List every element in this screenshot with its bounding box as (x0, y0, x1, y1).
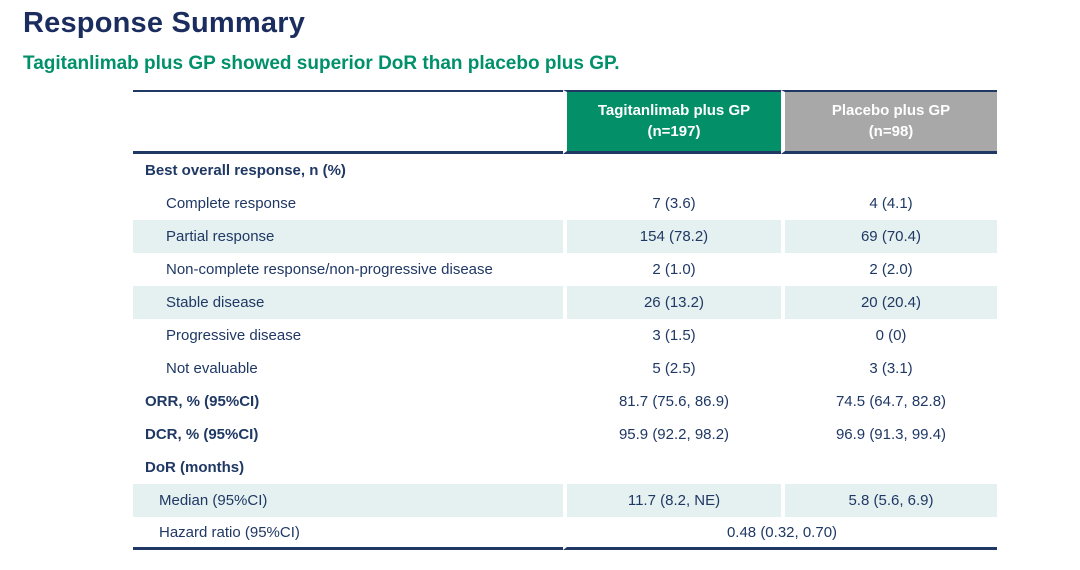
table-row-complete-response: Complete response 7 (3.6) 4 (4.1) (133, 187, 997, 221)
column-header-placebo-label: Placebo plus GP (831, 102, 951, 120)
table-row-partial-response: Partial response 154 (78.2) 69 (70.4) (133, 220, 997, 254)
table-row-hazard-ratio: Hazard ratio (95%CI) 0.48 (0.32, 0.70) (133, 517, 997, 551)
blank-header-cell (133, 90, 563, 155)
row-label: DCR, % (95%CI) (133, 418, 563, 452)
tagitanlimab-value: 26 (13.2) (563, 286, 781, 320)
tagitanlimab-value: 2 (1.0) (563, 253, 781, 287)
row-label: DoR (months) (133, 451, 563, 485)
tagitanlimab-value: 11.7 (8.2, NE) (563, 484, 781, 518)
placebo-value: 69 (70.4) (781, 220, 997, 254)
placebo-value (781, 154, 997, 188)
row-label: Non-complete response/non-progressive di… (133, 253, 563, 287)
slide: Response Summary Tagitanlimab plus GP sh… (23, 7, 997, 551)
tagitanlimab-value: 154 (78.2) (563, 220, 781, 254)
row-label: Partial response (133, 220, 563, 254)
tagitanlimab-value: 95.9 (92.2, 98.2) (563, 418, 781, 452)
table-row-median-dor: Median (95%CI) 11.7 (8.2, NE) 5.8 (5.6, … (133, 484, 997, 518)
tagitanlimab-value: 81.7 (75.6, 86.9) (563, 385, 781, 419)
response-summary-table: Tagitanlimab plus GP (n=197) Placebo plu… (133, 90, 997, 551)
table-row-stable-disease: Stable disease 26 (13.2) 20 (20.4) (133, 286, 997, 320)
placebo-value: 96.9 (91.3, 99.4) (781, 418, 997, 452)
page-title: Response Summary (23, 7, 306, 39)
table-row-not-evaluable: Not evaluable 5 (2.5) 3 (3.1) (133, 352, 997, 386)
combined-value: 0.48 (0.32, 0.70) (563, 517, 997, 551)
placebo-value (781, 451, 997, 485)
row-label: Hazard ratio (95%CI) (133, 517, 563, 551)
column-header-tagitanlimab: Tagitanlimab plus GP (n=197) (563, 90, 781, 155)
column-header-placebo-n: (n=98) (868, 122, 914, 140)
placebo-value: 74.5 (64.7, 82.8) (781, 385, 997, 419)
placebo-value: 20 (20.4) (781, 286, 997, 320)
column-header-tagitanlimab-n: (n=197) (647, 122, 701, 140)
page-subtitle: Tagitanlimab plus GP showed superior DoR… (23, 53, 620, 75)
placebo-value: 4 (4.1) (781, 187, 997, 221)
column-header-placebo: Placebo plus GP (n=98) (781, 90, 997, 155)
tagitanlimab-value (563, 154, 781, 188)
row-label: Median (95%CI) (133, 484, 563, 518)
placebo-value: 3 (3.1) (781, 352, 997, 386)
tagitanlimab-value: 7 (3.6) (563, 187, 781, 221)
table-row-progressive-disease: Progressive disease 3 (1.5) 0 (0) (133, 319, 997, 353)
column-header-tagitanlimab-label: Tagitanlimab plus GP (597, 102, 751, 120)
placebo-value: 0 (0) (781, 319, 997, 353)
row-label: Stable disease (133, 286, 563, 320)
table-row-dor-months: DoR (months) (133, 451, 997, 485)
row-label: Not evaluable (133, 352, 563, 386)
table-row-dcr: DCR, % (95%CI) 95.9 (92.2, 98.2) 96.9 (9… (133, 418, 997, 452)
row-label: Progressive disease (133, 319, 563, 353)
row-label: Complete response (133, 187, 563, 221)
table-row-best-overall-response: Best overall response, n (%) (133, 154, 997, 188)
tagitanlimab-value: 3 (1.5) (563, 319, 781, 353)
row-label: Best overall response, n (%) (133, 154, 563, 188)
table-row-non-complete-response: Non-complete response/non-progressive di… (133, 253, 997, 287)
placebo-value: 5.8 (5.6, 6.9) (781, 484, 997, 518)
header-row: Tagitanlimab plus GP (n=197) Placebo plu… (133, 90, 997, 155)
tagitanlimab-value (563, 451, 781, 485)
tagitanlimab-value: 5 (2.5) (563, 352, 781, 386)
table-row-orr: ORR, % (95%CI) 81.7 (75.6, 86.9) 74.5 (6… (133, 385, 997, 419)
placebo-value: 2 (2.0) (781, 253, 997, 287)
row-label: ORR, % (95%CI) (133, 385, 563, 419)
